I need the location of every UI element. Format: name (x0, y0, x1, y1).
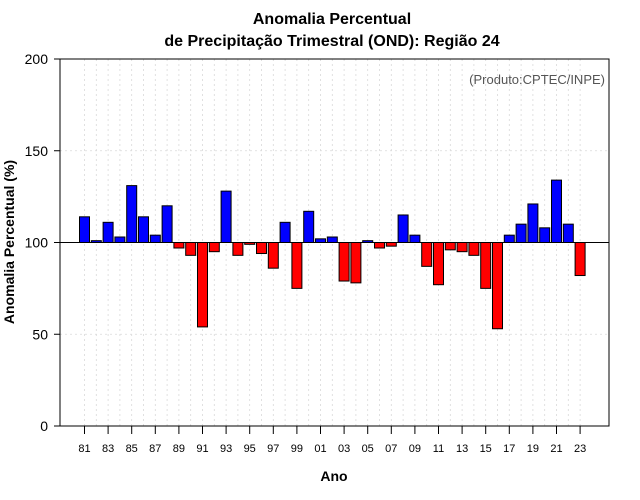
x-tick-label: 23 (574, 443, 586, 455)
y-tick-label: 150 (25, 143, 49, 159)
bar-91 (197, 242, 208, 328)
x-tick-label: 13 (456, 443, 468, 455)
bar-03 (338, 242, 350, 282)
x-tick-label: 05 (362, 443, 374, 455)
bar-94 (232, 242, 244, 256)
bar-89 (173, 242, 185, 249)
bar-97 (267, 242, 279, 269)
bar-18 (515, 223, 527, 243)
bar-04 (350, 242, 362, 284)
bar-11 (433, 242, 444, 286)
bar-19 (527, 203, 539, 243)
x-tick-label: 81 (78, 443, 90, 455)
bar-90 (185, 242, 197, 256)
bar-07 (385, 242, 397, 247)
x-tick-label: 85 (126, 443, 138, 455)
bar-81 (79, 216, 90, 243)
bar-98 (279, 221, 291, 244)
x-tick-label: 83 (102, 443, 114, 455)
bar-20 (539, 227, 551, 244)
bar-22 (562, 223, 574, 243)
bar-96 (256, 242, 267, 255)
bar-02 (326, 236, 338, 243)
x-tick-label: 95 (244, 443, 256, 455)
bar-23 (574, 242, 586, 277)
bar-12 (444, 242, 456, 251)
x-tick-label: 09 (409, 443, 421, 455)
bar-00 (303, 210, 315, 243)
bar-83 (102, 221, 114, 244)
source-annotation: (Produto:CPTEC/INPE) (469, 72, 605, 87)
chart-subtitle: de Precipitação Trimestral (OND): Região… (164, 33, 499, 50)
bar-85 (126, 185, 138, 244)
bar-86 (138, 216, 149, 243)
x-tick-label: 19 (527, 443, 539, 455)
x-tick-label: 07 (385, 443, 397, 455)
bar-14 (468, 242, 480, 256)
bar-10 (421, 242, 433, 267)
x-tick-label: 99 (291, 443, 303, 455)
x-tick-label: 21 (550, 443, 562, 455)
x-axis: 81 83 85 87 89 91 93 95 97 99 01 03 05 07 09 11 13 15 17 19… (78, 426, 586, 455)
bar-15 (480, 242, 492, 289)
y-tick-label: 100 (25, 235, 49, 251)
x-tick-label: 15 (480, 443, 492, 455)
x-tick-label: 93 (220, 443, 232, 455)
y-tick-label: 200 (25, 51, 49, 67)
bar-93 (220, 190, 232, 243)
x-axis-title: Ano (320, 468, 347, 484)
grid-lines (60, 59, 609, 426)
bar-92 (208, 242, 220, 253)
bar-06 (374, 242, 385, 249)
x-tick-label: 87 (149, 443, 161, 455)
bar-84 (114, 236, 126, 243)
y-tick-label: 0 (40, 418, 48, 434)
x-tick-label: 91 (196, 443, 208, 455)
bar-88 (161, 205, 173, 244)
bar-87 (149, 234, 161, 244)
bar-09 (409, 234, 421, 244)
y-tick-label: 50 (32, 326, 48, 342)
x-tick-label: 01 (314, 443, 326, 455)
x-tick-label: 97 (267, 443, 279, 455)
bar-16 (492, 242, 503, 330)
bar-08 (397, 214, 409, 244)
y-axis-title: Anomalia Percentual (%) (1, 160, 17, 324)
bar-99 (291, 242, 303, 289)
x-tick-label: 89 (173, 443, 185, 455)
x-tick-label: 11 (433, 443, 444, 455)
y-axis: 0 50 100 150 200 (25, 51, 60, 434)
x-tick-label: 17 (503, 443, 515, 455)
bar-17 (503, 234, 515, 244)
bar-01 (315, 238, 326, 244)
bar-21 (551, 179, 562, 243)
x-tick-label: 03 (338, 443, 350, 455)
bar-13 (456, 242, 468, 253)
chart-title: Anomalia Percentual (253, 11, 411, 28)
